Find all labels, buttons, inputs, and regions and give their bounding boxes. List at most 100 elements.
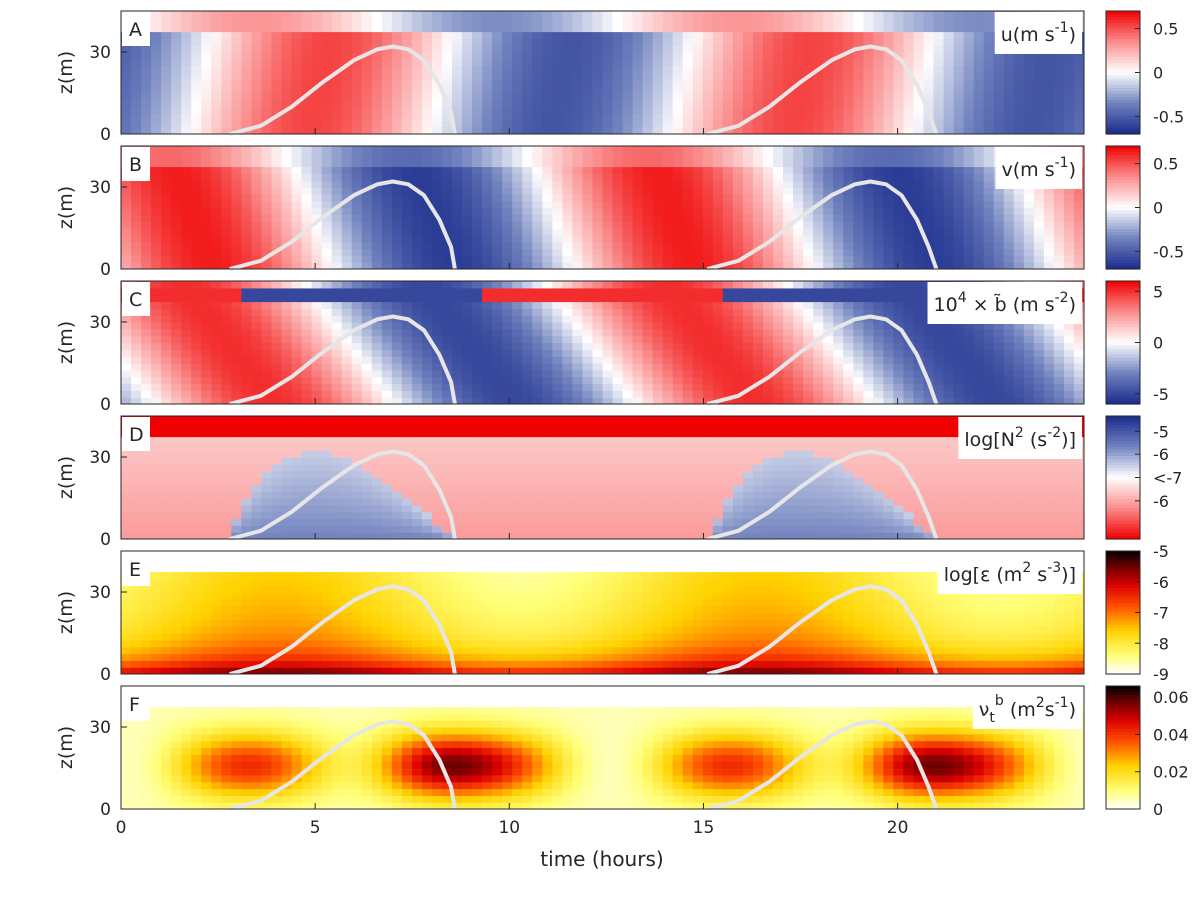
- heatmap-cell: [682, 166, 694, 174]
- heatmap-cell: [933, 127, 945, 134]
- heatmap-cell: [291, 322, 303, 330]
- heatmap-cell: [522, 200, 533, 209]
- heatmap-cell: [401, 52, 413, 60]
- heatmap-cell: [783, 262, 794, 269]
- heatmap-cell: [391, 383, 403, 391]
- heatmap-cell: [452, 79, 463, 87]
- heatmap-cell: [201, 234, 212, 243]
- heatmap-cell: [923, 173, 935, 181]
- heatmap-cell: [251, 93, 263, 101]
- heatmap-cell: [181, 241, 192, 250]
- heatmap-cell: [171, 86, 182, 94]
- heatmap-cell: [953, 106, 965, 115]
- heatmap-cell: [863, 255, 874, 263]
- heatmap-cell: [1023, 248, 1035, 256]
- overlay-curve: [229, 44, 457, 136]
- heatmap-cell: [151, 146, 162, 154]
- heatmap-cell: [482, 31, 493, 39]
- heatmap-cell: [361, 221, 373, 229]
- heatmap-cell: [1053, 221, 1065, 229]
- heatmap-cell: [381, 248, 393, 256]
- heatmap-cell: [602, 159, 614, 168]
- heatmap-cell: [793, 390, 804, 398]
- heatmap-cell: [732, 17, 744, 26]
- heatmap-cell: [351, 113, 363, 121]
- heatmap-cell: [472, 31, 483, 39]
- heatmap-cell: [612, 106, 624, 115]
- heatmap-cell: [642, 397, 654, 404]
- heatmap-cell: [612, 193, 624, 202]
- heatmap-cell: [361, 214, 373, 222]
- heatmap-cell: [873, 228, 884, 236]
- heatmap-cell: [893, 65, 905, 74]
- heatmap-cell: [492, 99, 503, 108]
- heatmap-cell: [361, 363, 373, 371]
- heatmap-cell: [783, 187, 794, 195]
- heatmap-cell: [201, 166, 212, 174]
- heatmap-cell: [953, 58, 965, 67]
- heatmap-cell: [431, 255, 443, 263]
- heatmap-cell: [281, 335, 293, 344]
- heatmap-cell: [301, 369, 313, 378]
- heatmap-cell: [843, 65, 854, 74]
- heatmap-cell: [241, 322, 253, 330]
- heatmap-cell: [381, 376, 393, 385]
- heatmap-cell: [893, 173, 905, 181]
- heatmap-cell: [983, 72, 995, 80]
- heatmap-cell: [171, 207, 182, 215]
- heatmap-cell: [311, 383, 323, 391]
- heatmap-cell: [171, 72, 182, 80]
- heatmap-cell: [452, 315, 463, 323]
- heatmap-cell: [1003, 93, 1015, 101]
- heatmap-cell: [592, 315, 604, 323]
- heatmap-cell: [863, 308, 874, 316]
- heatmap-cell: [813, 187, 824, 195]
- heatmap-cell: [602, 11, 614, 19]
- colorbar-swatch: [1106, 192, 1140, 196]
- heatmap-cell: [582, 234, 594, 243]
- heatmap-cell: [933, 52, 945, 60]
- heatmap-cell: [261, 221, 273, 229]
- heatmap-cell: [211, 58, 222, 67]
- heatmap-cell: [542, 120, 553, 128]
- heatmap-cell: [582, 38, 594, 46]
- heatmap-cell: [331, 99, 343, 108]
- heatmap-cell: [301, 72, 313, 80]
- heatmap-cell: [321, 180, 333, 188]
- heatmap-cell: [853, 328, 864, 337]
- heatmap-cell: [843, 349, 854, 357]
- heatmap-cell: [391, 234, 403, 243]
- heatmap-cell: [923, 72, 935, 80]
- heatmap-cell: [903, 58, 915, 67]
- heatmap-cell: [773, 79, 784, 87]
- heatmap-cell: [221, 180, 232, 188]
- heatmap-cell: [532, 390, 543, 398]
- heatmap-cell: [492, 383, 503, 391]
- heatmap-cell: [291, 315, 303, 323]
- heatmap-cell: [191, 93, 202, 101]
- heatmap-cell: [933, 255, 945, 263]
- heatmap-cell: [652, 86, 664, 94]
- heatmap-cell: [421, 281, 433, 289]
- heatmap-cell: [492, 308, 503, 316]
- heatmap-cell: [181, 335, 192, 344]
- panel-letter: A: [129, 19, 142, 41]
- heatmap-cell: [602, 221, 614, 229]
- heatmap-cell: [612, 72, 624, 80]
- heatmap-cell: [632, 159, 644, 168]
- heatmap-cell: [201, 397, 212, 404]
- heatmap-cell: [361, 376, 373, 385]
- heatmap-cell: [431, 322, 443, 330]
- heatmap-cell: [171, 356, 182, 364]
- heatmap-cell: [803, 322, 814, 330]
- heatmap-cell: [341, 376, 353, 385]
- heatmap-cell: [803, 214, 814, 222]
- heatmap-cell: [221, 72, 232, 80]
- heatmap-cell: [833, 193, 844, 202]
- heatmap-cell: [251, 241, 263, 250]
- heatmap-cell: [813, 349, 824, 357]
- heatmap-cell: [421, 99, 433, 108]
- heatmap-cell: [321, 166, 333, 174]
- heatmap-cell: [1033, 113, 1045, 121]
- heatmap-cell: [702, 11, 714, 19]
